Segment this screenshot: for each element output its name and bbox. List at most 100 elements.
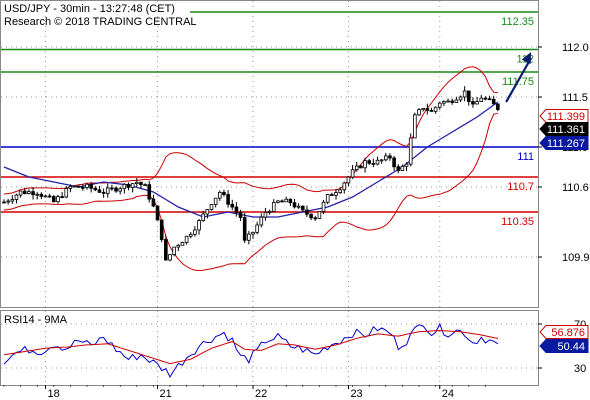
candle-body [458,96,463,101]
candle-body [184,235,189,243]
candle-body [176,244,181,248]
candle-body [276,200,280,203]
candle-body [180,242,185,246]
candle-body [354,165,359,171]
candle-body [417,109,421,116]
candle-body [404,163,409,167]
candle-body [18,190,23,196]
candle-body [188,233,193,237]
candle-body [105,187,110,194]
candle-body [226,194,230,205]
candle-body [259,216,264,226]
candle-body [462,90,467,98]
price-panel [0,0,539,308]
candle-body [6,200,10,203]
candle-body [89,183,93,189]
candle-body [85,183,89,188]
x-tick-label: 18 [48,388,60,400]
candle-body [309,213,313,219]
candle-body [230,203,235,208]
candle-body [271,201,276,212]
candle-body [31,191,35,196]
x-tick-label: 22 [255,388,267,400]
candle-body [130,183,135,188]
rsi14-line [3,322,499,379]
candle-body [471,101,475,105]
candle-body [267,210,272,213]
candle-body [425,108,430,111]
candle-body [72,185,77,188]
level-label: 111 [517,151,534,163]
candle-body [363,160,367,169]
candle-body [201,213,206,221]
candle-body [280,200,284,203]
candle-body [81,186,85,189]
candle-body [379,159,384,162]
candle-body [429,110,434,112]
forecast-arrow-group [505,52,533,103]
research-credit: Research © 2018 TRADING CENTRAL [4,16,197,28]
candle-body [147,184,152,200]
candle-body [217,191,222,199]
candle-body [300,205,305,211]
candle-body [408,137,413,165]
candle-body [413,114,417,139]
candle-body [56,196,60,203]
candle-body [396,166,401,171]
candle-body [143,184,147,187]
candle-body [338,189,342,193]
candle-body [164,239,168,261]
candle-body [22,190,27,194]
candle-body [97,189,102,193]
candle-body [466,90,471,102]
candle-body [134,181,139,185]
candle-body [392,157,396,168]
candle-body [330,194,334,196]
price-tag-shape [539,339,589,353]
candle-body [383,155,388,161]
level-label: 110.7 [507,181,534,193]
candle-body [60,196,64,199]
candle-body [93,187,98,191]
candle-body [126,183,131,188]
candle-body [296,205,301,208]
candle-body [101,191,106,194]
level-label: 110.35 [501,216,534,228]
candle-body [47,195,52,198]
candle-body [2,201,6,204]
candle-body [313,217,318,220]
candle-body [342,182,347,191]
candle-body [375,159,380,165]
price-tag-shape [539,109,589,123]
candle-body [209,204,214,210]
candle-body [400,165,405,171]
candle-body [288,198,293,204]
level-label: 112.35 [501,16,534,28]
y-tick-label: 109.9 [562,252,590,264]
candle-body [10,199,15,202]
candle-body [205,209,210,215]
candle-body [197,220,201,231]
candle-body [118,188,123,192]
candlesticks [2,86,500,262]
candle-body [437,102,442,108]
chart-title: USD/JPY - 30min - 13:27:48 (CET) [4,3,175,15]
candle-body [76,185,81,188]
candle-body [251,231,255,235]
price-tag-label: 56.876 [551,327,585,339]
candle-body [222,191,226,195]
candle-body [39,193,44,197]
candle-body [321,201,326,212]
candle-body [487,98,492,101]
price-tag-shape [539,122,589,136]
candle-body [52,196,56,203]
candle-body [155,205,160,221]
price-tag-shape [539,325,589,339]
candle-body [14,194,19,200]
y-tick-label: 112.0 [562,42,589,54]
moving-average-line [3,101,499,218]
forecast-arrow [505,57,533,103]
candle-body [388,155,392,159]
